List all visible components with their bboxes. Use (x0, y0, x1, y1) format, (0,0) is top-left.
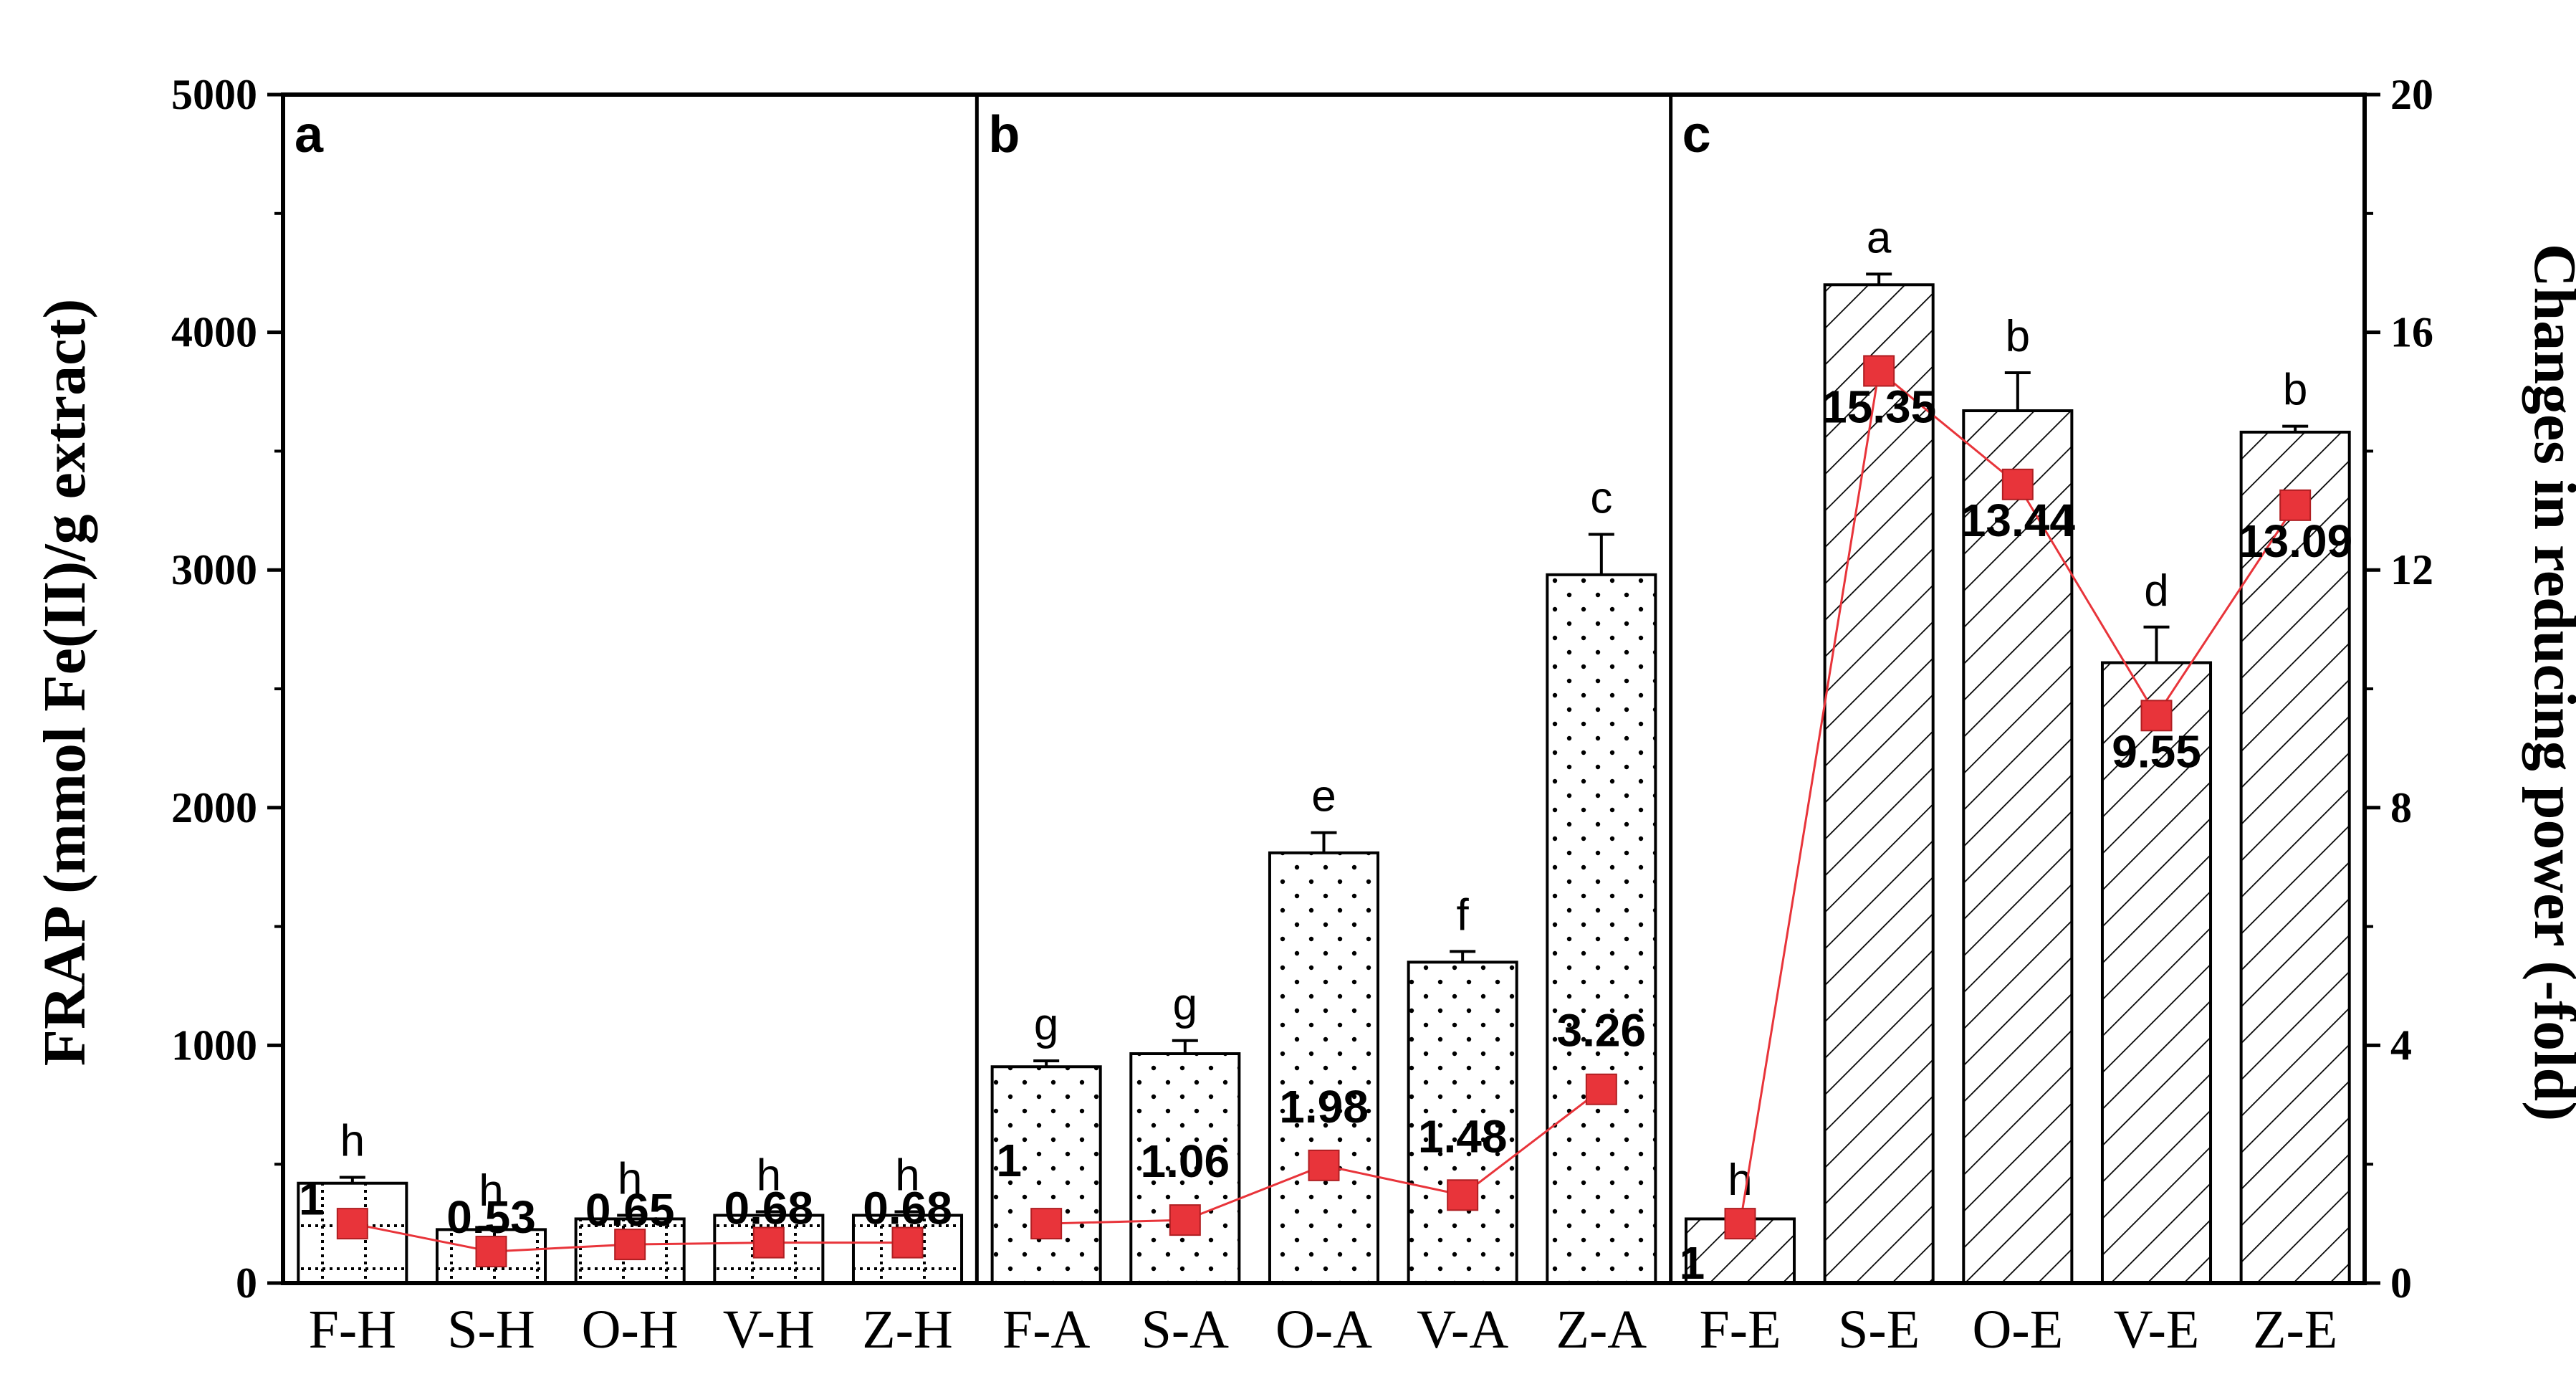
significance-letter: c (1590, 473, 1612, 523)
fold-change-marker (1447, 1179, 1479, 1211)
fold-change-marker (1169, 1204, 1201, 1236)
x-tick-label: S-E (1838, 1300, 1920, 1360)
x-tick-label: V-H (723, 1300, 815, 1360)
x-tick-label: O-A (1275, 1300, 1372, 1360)
fold-change-marker (1585, 1073, 1617, 1105)
y-left-tick-label: 0 (236, 1259, 257, 1307)
panel-label-a: a (295, 106, 324, 163)
fold-change-marker (614, 1229, 646, 1261)
y-right-tick-label: 0 (2390, 1259, 2412, 1307)
significance-letter: a (1867, 213, 1892, 262)
significance-letter: f (1457, 890, 1470, 940)
x-tick-label: S-H (447, 1300, 535, 1360)
fold-change-marker (475, 1236, 507, 1268)
fold-change-label: 1 (1680, 1237, 1705, 1289)
panel-label-b: b (988, 106, 1020, 163)
x-tick-label: S-A (1141, 1300, 1230, 1360)
bar (1407, 960, 1518, 1284)
fold-change-marker (336, 1208, 368, 1240)
bar (1268, 851, 1380, 1284)
fold-change-label: 0.53 (446, 1191, 536, 1243)
significance-letter: e (1311, 772, 1336, 821)
fold-change-marker (2140, 700, 2173, 732)
significance-letter: h (340, 1116, 365, 1165)
fold-change-label: 1 (996, 1135, 1022, 1186)
x-tick-label: Z-E (2253, 1300, 2337, 1360)
significance-letter: h (895, 1151, 919, 1201)
fold-change-label: 0.68 (724, 1183, 814, 1234)
significance-letter: h (479, 1166, 503, 1216)
bar (1129, 1052, 1241, 1284)
x-tick-label: Z-H (862, 1300, 953, 1360)
x-tick-label: V-E (2114, 1300, 2200, 1360)
fold-change-label: 1.06 (1141, 1135, 1230, 1187)
y-right-tick-label: 16 (2390, 309, 2433, 356)
x-tick-label: O-E (1973, 1300, 2064, 1360)
significance-letter: h (1728, 1155, 1752, 1205)
fold-change-label: 9.55 (2112, 725, 2201, 777)
significance-letter: g (1034, 1000, 1058, 1049)
x-tick-label: F-H (309, 1300, 396, 1360)
significance-letter: b (2283, 366, 2307, 415)
significance-letter: h (757, 1151, 781, 1201)
y-right-tick-label: 12 (2390, 546, 2433, 593)
fold-change-marker (2001, 468, 2034, 500)
plot-frame (281, 92, 2367, 1285)
significance-letter: b (2006, 312, 2030, 361)
fold-change-label: 13.09 (2238, 515, 2352, 567)
x-tick-label: F-A (1002, 1300, 1091, 1360)
significance-letter: g (1173, 980, 1197, 1029)
y-left-axis-title: FRAP (mmol Fe(II)/g extract) (32, 299, 98, 1067)
fold-change-marker (752, 1226, 785, 1259)
x-tick-label: F-E (1700, 1300, 1781, 1360)
bar (990, 1065, 1102, 1285)
y-left-tick-label: 2000 (171, 784, 257, 831)
y-right-axis-title: Changes in reducing power (-fold) (2522, 244, 2576, 1121)
y-right-tick-label: 4 (2390, 1021, 2412, 1069)
bar (1546, 573, 1657, 1284)
y-left-tick-label: 3000 (171, 546, 257, 593)
fold-change-marker (1030, 1208, 1063, 1240)
fold-change-marker (1724, 1208, 1756, 1240)
fold-change-marker (1308, 1149, 1340, 1181)
x-tick-label: V-A (1417, 1300, 1508, 1360)
fold-change-marker (1863, 355, 1895, 387)
y-right-tick-label: 20 (2390, 71, 2433, 118)
fold-change-label: 15.35 (1821, 381, 1936, 432)
x-tick-label: Z-A (1556, 1300, 1647, 1360)
fold-change-label: 3.26 (1557, 1005, 1647, 1057)
x-tick-label: O-H (582, 1300, 679, 1360)
fold-change-label: 1 (299, 1173, 325, 1225)
significance-letter: d (2144, 566, 2168, 616)
fold-change-label: 1.48 (1418, 1110, 1508, 1162)
y-left-tick-label: 5000 (171, 71, 257, 118)
plot-area: 0 1000 2000 3000 4000 5000 0 4 8 12 16 20 a h F-H h S-H h… (171, 71, 2433, 1360)
y-left-tick-label: 4000 (171, 309, 257, 356)
fold-change-label: 1.98 (1279, 1081, 1369, 1133)
bar (1823, 283, 1935, 1284)
y-right-tick-label: 8 (2390, 784, 2412, 831)
significance-letter: h (618, 1154, 642, 1203)
fold-change-marker (2279, 489, 2312, 521)
fold-change-marker (891, 1226, 924, 1259)
panel-label-c: c (1682, 106, 1711, 163)
fold-change-label: 13.44 (1960, 495, 2076, 546)
fold-change-label: 0.65 (585, 1184, 675, 1236)
y-left-tick-label: 1000 (171, 1021, 257, 1069)
fold-change-label: 0.68 (863, 1183, 952, 1234)
